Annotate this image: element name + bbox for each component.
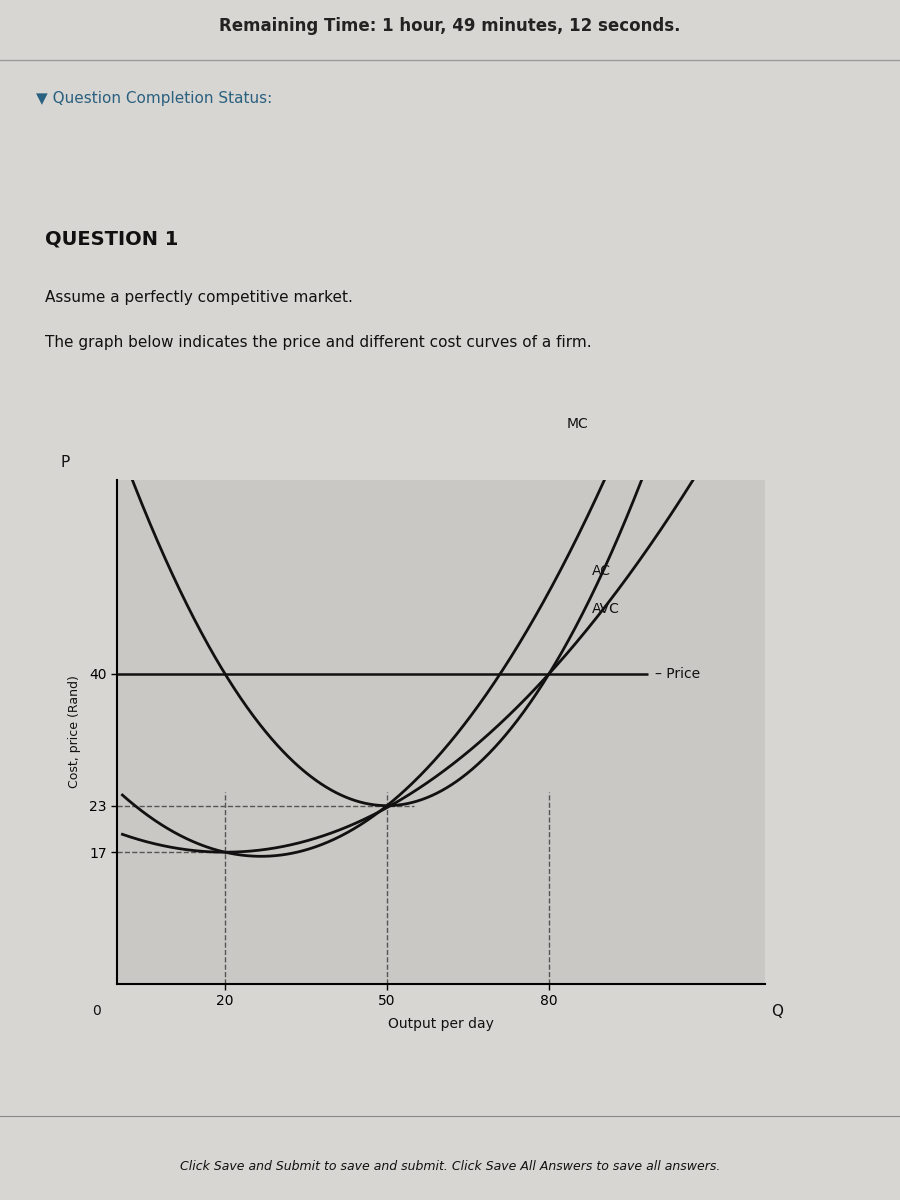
X-axis label: Output per day: Output per day (388, 1016, 494, 1031)
Text: Remaining Time: 1 hour, 49 minutes, 12 seconds.: Remaining Time: 1 hour, 49 minutes, 12 s… (220, 17, 680, 35)
Text: – Price: – Price (655, 667, 700, 680)
Text: QUESTION 1: QUESTION 1 (45, 229, 178, 248)
Text: P: P (60, 455, 70, 470)
Text: AVC: AVC (592, 602, 620, 616)
Text: The graph below indicates the price and different cost curves of a firm.: The graph below indicates the price and … (45, 335, 591, 350)
Text: 0: 0 (92, 1004, 101, 1018)
Text: Click Save and Submit to save and submit. Click Save All Answers to save all ans: Click Save and Submit to save and submit… (180, 1160, 720, 1172)
Text: MC: MC (567, 418, 589, 431)
Text: Assume a perfectly competitive market.: Assume a perfectly competitive market. (45, 290, 353, 305)
Text: ▼ Question Completion Status:: ▼ Question Completion Status: (36, 91, 272, 106)
Y-axis label: Cost, price (Rand): Cost, price (Rand) (68, 676, 81, 788)
Text: AC: AC (592, 564, 611, 577)
Text: Q: Q (771, 1004, 784, 1019)
